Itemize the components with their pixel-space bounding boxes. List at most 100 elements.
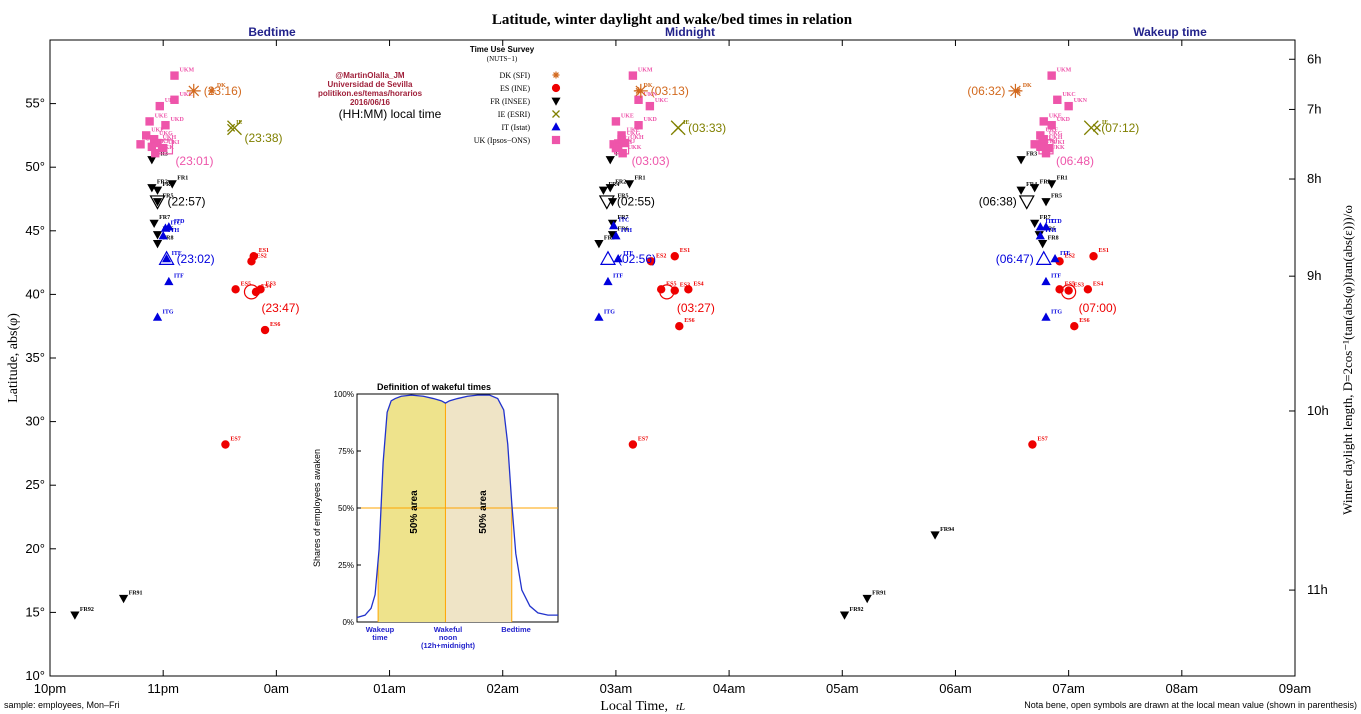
data-point-label: ITH [1045,228,1056,234]
y-tick-label: 30° [25,414,45,429]
credit-university: Universidad de Sevilla [328,80,413,89]
mean-marker [1061,284,1077,300]
inset-x-label-noon-1: Wakeful [434,625,462,634]
data-point-label: ES3 [1074,283,1084,289]
data-point [151,149,160,158]
legend-marker [551,97,561,106]
mean-label: (06:38) [979,195,1017,209]
marks: DK DK DKES7ES5ES2ES1ES4ES3ES6ES7ES2ES5ES1E… [70,68,1139,620]
data-point [624,180,635,189]
data-point-label: FR94 [940,527,954,533]
mean-label: (02:56) [618,252,656,266]
y-tick-label: 40° [25,286,45,301]
data-point-label: ITD [1051,219,1062,225]
mean-marker [186,83,201,98]
data-point [1016,156,1026,165]
legend-marker [551,122,561,131]
data-point-label: FR7 [618,215,629,221]
legend-subtitle: (NUTS−1) [487,55,518,63]
data-point-label: ITD [174,219,185,225]
data-point [170,71,179,80]
credit-block: @MartinOlalla_JM Universidad de Sevilla … [318,71,423,107]
x-tick-label: 05am [826,681,859,696]
inset-y-tick-label: 75% [338,447,354,456]
inset-x-label-noon-3: (12h+midnight) [421,641,475,650]
mean-label: (03:33) [688,121,726,135]
y-tick-label: 10° [25,668,45,683]
data-point-label: IE [1102,120,1108,126]
data-point [634,121,643,130]
data-point [670,252,679,261]
mean-marker [1038,139,1054,155]
legend-marker [551,83,561,93]
legend-label: UK (Ipsos−ONS) [474,136,531,145]
mean-marker [659,284,675,300]
data-point [675,322,684,331]
data-point-label: UKC [1062,92,1075,98]
y-tick-label: 35° [25,350,45,365]
data-point-label: DK [217,83,226,89]
data-point-label: FR5 [163,194,174,200]
data-point [1064,101,1073,111]
data-point [645,101,655,111]
data-point-label: FR92 [80,607,94,613]
data-point-label: FR91 [872,590,886,596]
data-point [605,184,615,193]
mean-label: (06:48) [1056,154,1094,168]
section-label-bedtime: Bedtime [248,25,296,39]
y-tick-label: 25° [25,477,45,492]
inset-y-tick-label: 50% [338,504,354,513]
mean-marker [598,195,615,210]
data-point-label: IE [683,120,689,126]
chart-title: Latitude, winter daylight and wake/bed t… [492,12,853,28]
mean-label: (22:57) [168,195,206,209]
inset-chart: 0% 25% 50% 75% 100% Definition of wakeful tim… [312,382,559,650]
inset-curve [356,394,558,619]
data-point [646,257,656,266]
legend-label: IT (Istat) [501,123,530,132]
data-point-label: ES2 [256,253,266,259]
data-point-label: ES7 [638,436,648,442]
data-point-label: ITH [621,228,632,234]
data-point [862,594,872,604]
data-point [158,143,168,153]
data-point-label: UKG [159,131,173,137]
inset-x-label-noon-2: noon [439,633,458,642]
data-point [603,276,613,286]
credit-date: 2016/06/16 [350,98,391,107]
data-point-label: UKF [1045,127,1058,133]
data-point [152,231,163,240]
x-tick-label: 0am [264,681,289,696]
x-axis-symbol: tL [676,701,685,713]
data-point-label: ES2 [1065,253,1075,259]
data-point-label: ITE [172,251,182,257]
data-point-label: UKL [146,136,159,142]
inset-area-label-right: 50% area [478,490,489,534]
data-point-label: ES7 [230,436,240,442]
y2-tick-label: 8h [1307,171,1321,186]
data-point-label: UKG [627,131,641,137]
data-point [149,219,159,229]
x-tick-label: 06am [939,681,972,696]
credit-url: politikon.es/temas/horarios [318,89,423,98]
data-point [1036,142,1045,152]
data-point-label: ES1 [259,248,269,254]
data-point-label: UKI [168,140,180,146]
data-point [70,611,80,620]
data-point [611,231,621,240]
hhmm-note: (HH:MM) local time [339,107,442,121]
data-point [145,117,154,126]
mean-marker [1008,83,1023,98]
axes: 10pm 11pm 0am 01am 02am 03am 04am 05am 06am 07am 0… [25,40,1329,696]
data-point-label: UKI [1053,140,1065,146]
data-point-label: ES5 [1065,281,1075,287]
data-point-label: UKD [644,117,658,123]
inset-x-label-wakeup-2: time [372,633,387,642]
data-point [155,101,164,111]
data-point [152,186,163,195]
data-point-label: FR7 [1040,215,1051,221]
data-point-label: FR8 [163,236,174,242]
data-point-label: ES6 [684,318,694,324]
data-point [613,253,623,263]
y2-axis-label: Winter daylight length, D=2cos⁻¹(tan(abs… [1340,205,1355,515]
